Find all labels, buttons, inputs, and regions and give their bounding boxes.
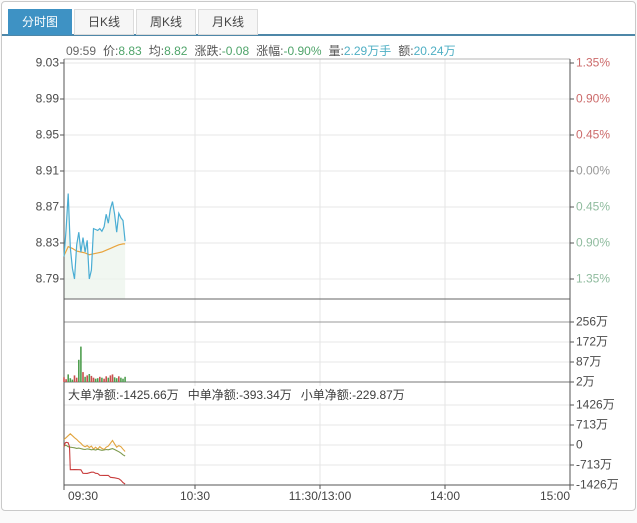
price-axis-label: 8.83	[35, 235, 59, 250]
time-axis-label: 10:30	[179, 489, 211, 503]
avg-value: 8.82	[164, 44, 188, 58]
flow-axis-label: -1426万	[576, 477, 619, 492]
volume-axis-label: 256万	[576, 314, 609, 329]
time-axis-label: 09:30	[68, 489, 99, 503]
change-pct-label: 涨幅:	[256, 44, 284, 58]
volume-axis-label: 2万	[576, 374, 595, 389]
price-axis-label: 8.95	[35, 127, 59, 142]
large-order-value: -1425.66万	[119, 388, 179, 402]
flow-axis-label: 0	[576, 437, 583, 452]
tab-monthly-k[interactable]: 月K线	[198, 9, 259, 35]
price-axis-label: 8.79	[35, 271, 59, 286]
time-axis-label: 14:00	[429, 489, 461, 503]
flow-axis-label: 713万	[576, 417, 609, 432]
price-axis-label: 8.99	[35, 91, 59, 106]
pct-axis-label: 0.45%	[576, 127, 611, 142]
small-order-value: -229.87万	[352, 388, 405, 402]
flow-axis-label: -713万	[576, 457, 613, 472]
price-value: 8.83	[118, 44, 142, 58]
tab-intraday[interactable]: 分时图	[8, 9, 73, 35]
pct-axis-label: 0.45%	[576, 199, 611, 214]
volume-label: 量:	[328, 44, 344, 58]
pct-axis-label: 0.90%	[576, 235, 611, 250]
change-value: -0.08	[221, 44, 250, 58]
time-axis-label: 15:00	[539, 489, 570, 503]
change-label: 涨跌:	[194, 44, 222, 58]
tab-weekly-k[interactable]: 周K线	[136, 9, 197, 35]
price-axis-label: 8.91	[35, 163, 59, 178]
price-axis-label: 9.03	[35, 55, 59, 70]
time-axis-label: 11:30/13:00	[288, 489, 352, 503]
tab-daily-k[interactable]: 日K线	[74, 9, 135, 35]
amount-value: 20.24万	[413, 44, 456, 58]
volume-axis-label: 172万	[576, 334, 609, 349]
net-flow-info-bar: 大单净额:-1425.66万 中单净额:-393.34万 小单净额:-229.87万	[68, 386, 414, 403]
volume-axis-label: 87万	[576, 354, 602, 369]
pct-axis-label: 1.35%	[576, 55, 611, 70]
pct-axis-label: 0.00%	[576, 163, 611, 178]
flow-axis-label: 1426万	[576, 397, 615, 412]
avg-label: 均:	[148, 44, 165, 58]
stock-chart-widget: 分时图 日K线 周K线 月K线 09:59 价:8.83 均:8.82 涨跌:-0.08 涨幅…	[1, 1, 636, 511]
medium-order-label: 中单净额:	[187, 388, 240, 402]
pct-axis-label: 1.35%	[576, 271, 611, 286]
pct-axis-label: 0.90%	[576, 91, 611, 106]
change-pct-value: -0.90%	[283, 44, 322, 58]
quote-info-bar: 09:59 价:8.83 均:8.82 涨跌:-0.08 涨幅:-0.90% 量:2.29…	[66, 42, 463, 59]
amount-label: 额:	[398, 44, 414, 58]
small-order-label: 小单净额:	[300, 388, 353, 402]
large-order-label: 大单净额:	[68, 388, 120, 402]
tab-underline	[2, 34, 635, 36]
price-label: 价:	[103, 44, 119, 58]
quote-time: 09:59	[66, 44, 97, 58]
medium-order-value: -393.34万	[239, 388, 292, 402]
volume-value: 2.29万手	[343, 44, 392, 58]
price-axis-label: 8.87	[35, 199, 59, 214]
chart-tab-bar: 分时图 日K线 周K线 月K线	[8, 9, 260, 35]
